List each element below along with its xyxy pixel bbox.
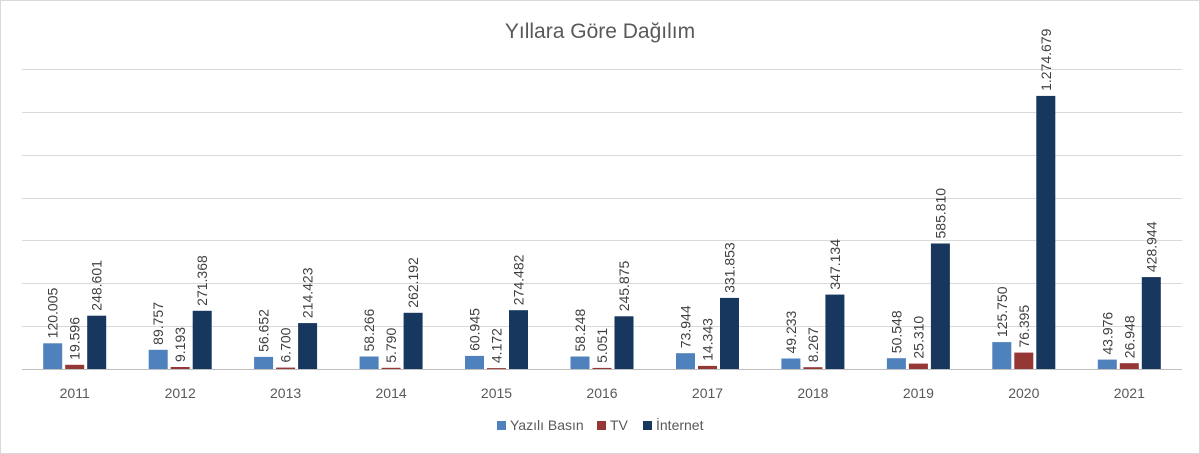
bar-i̇nternet-2017 <box>720 297 739 369</box>
data-label: 9.193 <box>172 327 188 362</box>
data-label: 245.875 <box>616 260 632 311</box>
data-label: 1.274.679 <box>1038 28 1054 90</box>
data-label: 50.548 <box>888 310 904 353</box>
data-label: 19.596 <box>67 317 83 360</box>
bar-tv-2019 <box>908 363 928 369</box>
data-label: 6.700 <box>278 327 294 362</box>
x-tick-label: 2013 <box>270 385 301 401</box>
bar-i̇nternet-2021 <box>1141 277 1161 369</box>
bar-tv-2014 <box>381 367 401 369</box>
bar-yazılı-basın-2020 <box>992 342 1012 369</box>
data-label: 58.266 <box>361 308 377 351</box>
data-label: 76.395 <box>1016 305 1032 348</box>
bar-yazılı-basın-2012 <box>148 349 168 369</box>
data-label: 8.267 <box>805 327 821 362</box>
data-label: 347.134 <box>827 239 843 290</box>
data-label: 56.652 <box>256 309 272 352</box>
data-label: 14.343 <box>700 318 716 361</box>
bar-yazılı-basın-2013 <box>254 356 274 369</box>
bar-yazılı-basın-2011 <box>43 343 63 369</box>
bar-yazılı-basın-2015 <box>465 355 484 369</box>
chart-title: Yıllara Göre Dağılım <box>505 20 695 43</box>
bar-tv-2012 <box>170 367 190 369</box>
data-label: 43.976 <box>1099 312 1115 355</box>
bar-tv-2018 <box>803 367 823 369</box>
data-label: 428.944 <box>1143 221 1159 272</box>
bar-tv-2011 <box>65 364 85 369</box>
x-tick-label: 2021 <box>1114 385 1145 401</box>
data-label: 26.948 <box>1121 315 1137 358</box>
data-label: 331.853 <box>722 242 738 293</box>
legend-label: İnternet <box>656 416 704 433</box>
x-axis-ticks: 2011 2012 2013 2014 2015 2016 2017 2018 2019 2020… <box>60 385 1145 401</box>
bar-tv-2013 <box>276 367 296 369</box>
bar-i̇nternet-2015 <box>509 310 528 369</box>
bar-i̇nternet-2016 <box>614 316 634 369</box>
bar-yazılı-basın-2021 <box>1097 359 1117 369</box>
data-label: 4.172 <box>489 328 505 363</box>
data-label: 5.051 <box>594 328 610 363</box>
bar-tv-2017 <box>698 365 717 369</box>
bar-yazılı-basın-2017 <box>676 353 695 369</box>
bar-i̇nternet-2019 <box>930 243 950 369</box>
data-label: 248.601 <box>89 260 105 311</box>
data-label: 120.005 <box>45 287 61 338</box>
data-label: 25.310 <box>910 316 926 359</box>
data-label: 125.750 <box>994 286 1010 337</box>
bar-tv-2020 <box>1014 352 1034 369</box>
data-label: 274.482 <box>511 254 527 305</box>
legend: Yazılı Basın TV İnternet <box>497 416 704 433</box>
x-tick-label: 2012 <box>165 385 196 401</box>
x-tick-label: 2015 <box>481 385 512 401</box>
data-label: 73.944 <box>678 305 694 348</box>
bar-yazılı-basın-2018 <box>781 358 801 369</box>
x-tick-label: 2016 <box>586 385 617 401</box>
x-tick-label: 2011 <box>60 385 90 401</box>
x-tick-label: 2018 <box>797 385 828 401</box>
data-label: 214.423 <box>300 267 316 318</box>
legend-swatch <box>643 421 652 430</box>
data-label: 585.810 <box>932 188 948 239</box>
bars <box>43 95 1161 370</box>
x-tick-label: 2017 <box>692 385 723 401</box>
data-label: 60.945 <box>467 308 483 351</box>
data-label: 5.790 <box>383 328 399 363</box>
bar-i̇nternet-2013 <box>298 323 318 369</box>
x-tick-label: 2019 <box>903 385 934 401</box>
bar-yazılı-basın-2019 <box>886 358 906 369</box>
data-label: 271.368 <box>194 255 210 306</box>
bar-yazılı-basın-2016 <box>570 356 590 369</box>
bar-tv-2016 <box>592 367 612 369</box>
bar-i̇nternet-2018 <box>825 294 845 369</box>
data-labels: 120.005 19.596 248.601 89.757 9.193 271.368 56… <box>45 28 1160 363</box>
bar-i̇nternet-2014 <box>403 312 423 369</box>
x-tick-label: 2014 <box>376 385 407 401</box>
data-label: 49.233 <box>783 310 799 353</box>
bar-tv-2021 <box>1119 363 1139 369</box>
gridlines <box>22 69 1182 370</box>
legend-swatch <box>597 421 606 430</box>
bar-tv-2015 <box>487 368 506 370</box>
bar-i̇nternet-2020 <box>1036 95 1056 370</box>
data-label: 89.757 <box>150 302 166 345</box>
legend-label: TV <box>610 417 629 433</box>
bar-i̇nternet-2012 <box>192 310 212 369</box>
bar-i̇nternet-2011 <box>87 315 107 369</box>
data-label: 262.192 <box>405 257 421 308</box>
data-label: 58.248 <box>572 308 588 351</box>
bar-yazılı-basın-2014 <box>359 356 379 369</box>
x-tick-label: 2020 <box>1008 385 1039 401</box>
legend-swatch <box>497 421 506 430</box>
legend-label: Yazılı Basın <box>510 417 584 433</box>
